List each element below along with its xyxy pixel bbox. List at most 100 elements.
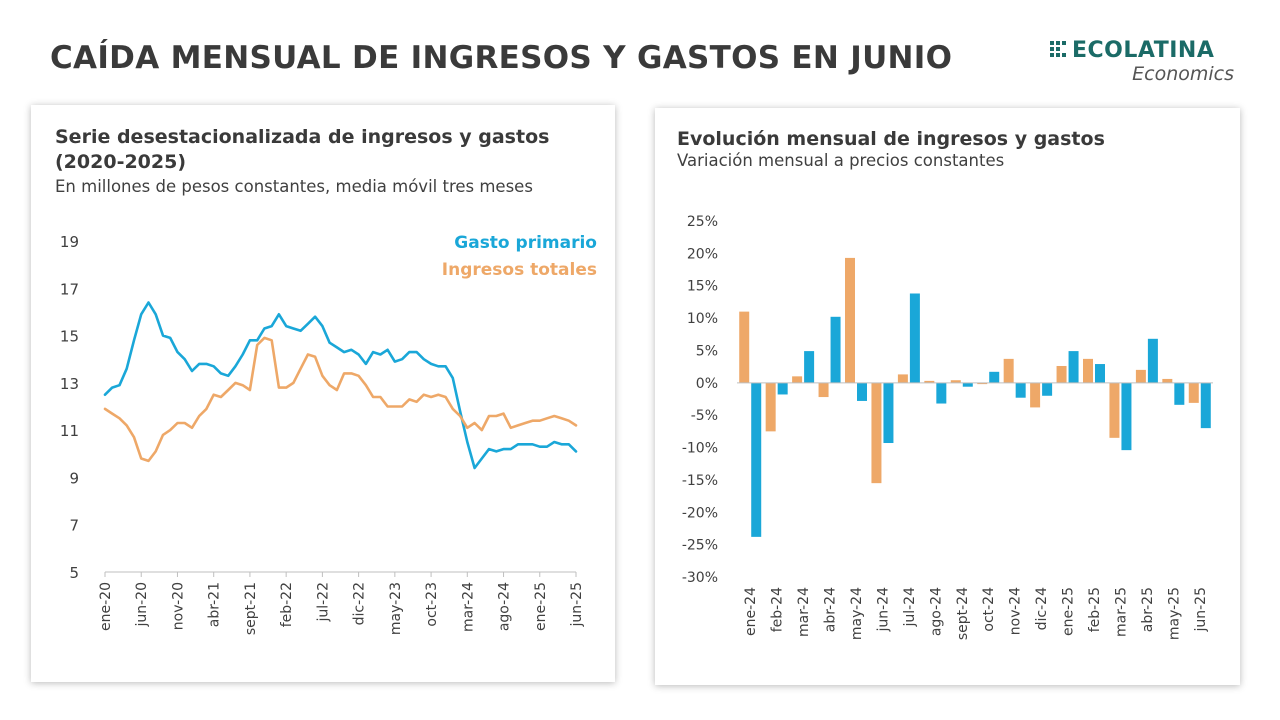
y-tick-label: -20% — [682, 505, 718, 521]
ecolatina-logo: ECOLATINA Economics — [1044, 38, 1234, 86]
bar-gasto — [777, 382, 788, 395]
x-tick-label: jun-20 — [134, 582, 150, 628]
y-tick-label: 5% — [696, 343, 718, 359]
x-tick-label: oct-23 — [424, 582, 440, 627]
bar-ingresos — [950, 380, 961, 383]
x-tick-label: may-24 — [849, 587, 865, 640]
x-tick-label: ago-24 — [928, 587, 944, 636]
bar-ingresos — [1003, 358, 1014, 383]
y-tick-label: 10% — [687, 311, 718, 327]
x-tick-label: abr-25 — [1140, 587, 1156, 632]
bar-gasto — [1121, 382, 1132, 451]
bar-ingresos — [1030, 382, 1041, 408]
line-chart-panel: Serie desestacionalizada de ingresos y g… — [31, 105, 615, 682]
bar-ingresos — [977, 382, 988, 385]
bar-chart-panel: Evolución mensual de ingresos y gastos V… — [655, 108, 1240, 685]
y-tick-label: 15% — [687, 279, 718, 295]
bar-ingresos — [924, 380, 935, 383]
bar-gasto — [909, 293, 920, 383]
line-chart-title: Serie desestacionalizada de ingresos y g… — [55, 126, 550, 173]
y-tick-label: -25% — [682, 538, 718, 554]
x-tick-label: mar-24 — [796, 587, 812, 637]
bar-ingresos — [1109, 382, 1120, 438]
bar-gasto — [1200, 382, 1211, 429]
bar-gasto — [1068, 351, 1079, 383]
bar-ingresos — [1135, 369, 1146, 383]
x-tick-label: dic-24 — [1034, 587, 1050, 630]
x-tick-label: jun-24 — [875, 587, 891, 633]
x-tick-label: sept-24 — [955, 587, 971, 640]
series-line-gasto-primario — [103, 301, 578, 470]
bar-gasto — [1147, 338, 1158, 383]
bar-gasto — [857, 382, 867, 401]
x-tick-label: nov-20 — [170, 582, 186, 630]
bar-ingresos — [1188, 382, 1199, 403]
bar-gasto — [989, 371, 1000, 383]
y-tick-label: 5 — [69, 564, 79, 582]
bar-ingresos — [845, 257, 855, 383]
line-chart-subtitle: En millones de pesos constantes, media m… — [55, 177, 533, 196]
logo-grid-icon — [1050, 41, 1066, 57]
x-tick-label: jul-24 — [902, 587, 918, 628]
bar-ingresos — [1056, 365, 1067, 383]
bar-gasto — [804, 351, 815, 383]
bar-gasto — [936, 382, 947, 404]
bar-chart: -30% -25% -20% -15% -10% -5% 0% 5% 10% 15% 20% 25% e… — [682, 214, 1213, 640]
logo-subtitle: Economics — [1132, 63, 1234, 85]
y-tick-label: 20% — [687, 246, 718, 262]
y-tick-label: -5% — [691, 408, 718, 424]
x-tick-label: ago-24 — [497, 582, 513, 631]
x-tick-label: jul-22 — [315, 582, 331, 623]
x-tick-label: ene-20 — [98, 582, 114, 631]
x-tick-label: abr-21 — [207, 582, 223, 627]
y-tick-label: -10% — [682, 441, 718, 457]
x-tick-label: may-25 — [1166, 587, 1182, 640]
bar-gasto — [1095, 364, 1105, 383]
x-tick-label: ene-25 — [1061, 587, 1077, 636]
x-tick-label: feb-24 — [770, 587, 786, 632]
bar-gasto — [962, 382, 973, 387]
bar-ingresos — [765, 382, 776, 432]
x-tick-label: feb-22 — [279, 582, 295, 627]
bar-gasto — [1174, 382, 1185, 405]
bar-gasto — [883, 382, 894, 444]
bar-ingresos — [792, 376, 803, 383]
legend-label: Gasto primario — [454, 233, 597, 253]
bar-gasto — [1015, 382, 1026, 398]
bar-chart-subtitle: Variación mensual a precios constantes — [677, 151, 1005, 170]
x-tick-label: dic-22 — [352, 582, 368, 625]
legend-label: Ingresos totales — [442, 260, 597, 280]
bar-ingresos — [1083, 358, 1093, 383]
x-tick-label: mar-25 — [1113, 587, 1129, 637]
y-tick-label: 0% — [696, 376, 718, 392]
x-tick-label: mar-24 — [460, 582, 476, 632]
x-tick-label: ene-25 — [533, 582, 549, 631]
bar-ingresos — [871, 382, 882, 484]
y-tick-label: 15 — [60, 328, 79, 346]
y-tick-label: 17 — [60, 280, 79, 298]
x-tick-label: feb-25 — [1087, 587, 1103, 632]
y-tick-label: 9 — [69, 469, 79, 487]
bar-gasto — [751, 382, 762, 537]
page-title: CAÍDA MENSUAL DE INGRESOS Y GASTOS EN JU… — [50, 40, 953, 76]
bar-ingresos — [739, 311, 750, 383]
line-chart: 5 7 9 11 13 15 17 19 ene-20 jun-20 nov-20 abr-21 sep… — [60, 233, 597, 635]
x-tick-label: ene-24 — [743, 587, 759, 636]
x-tick-label: jun-25 — [1193, 587, 1209, 633]
x-tick-label: sept-21 — [243, 582, 259, 635]
bar-ingresos — [818, 382, 829, 398]
series-line-ingresos-totales — [103, 336, 578, 463]
x-tick-label: may-23 — [388, 582, 404, 635]
logo-name: ECOLATINA — [1072, 38, 1215, 63]
bar-ingresos — [1162, 378, 1173, 383]
x-tick-label: nov-24 — [1008, 587, 1024, 635]
y-tick-label: 25% — [687, 214, 718, 230]
bar-gasto — [830, 316, 841, 383]
y-tick-label: 19 — [60, 233, 79, 251]
bar-ingresos — [897, 374, 908, 383]
y-tick-label: 13 — [60, 375, 79, 393]
bar-gasto — [1042, 382, 1053, 396]
x-tick-label: abr-24 — [823, 587, 839, 632]
x-tick-label: oct-24 — [981, 587, 997, 632]
y-tick-label: 11 — [60, 422, 79, 440]
